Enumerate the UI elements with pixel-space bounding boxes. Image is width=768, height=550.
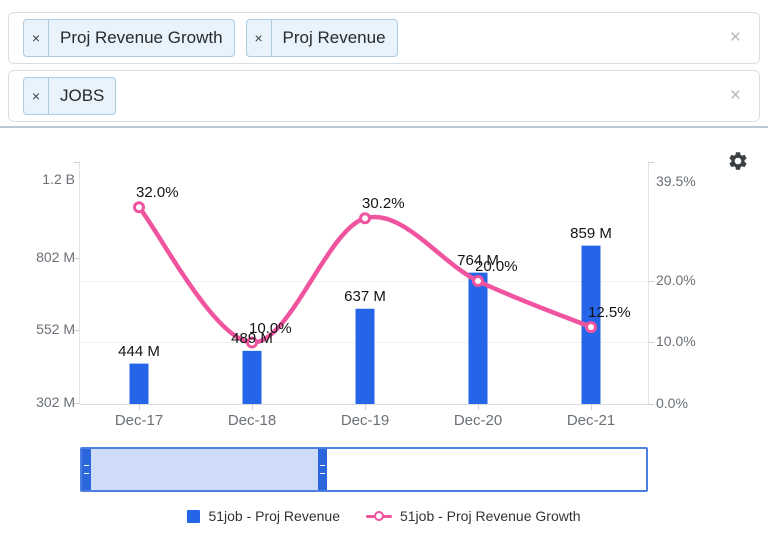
divider: [0, 126, 768, 128]
left-axis-tick-label: 552 M: [36, 321, 75, 337]
legend-item-revenue[interactable]: 51job - Proj Revenue: [187, 508, 340, 524]
line-marker[interactable]: [472, 275, 484, 287]
remove-metric-icon[interactable]: ×: [24, 20, 49, 56]
legend-item-growth[interactable]: 51job - Proj Revenue Growth: [365, 508, 581, 524]
range-slider-left-handle[interactable]: [82, 449, 91, 490]
right-axis-tick-label: 20.0%: [656, 272, 696, 288]
x-axis-label: Dec-18: [227, 412, 277, 429]
legend: 51job - Proj Revenue 51job - Proj Revenu…: [0, 508, 768, 524]
left-axis-tick-label: 802 M: [36, 249, 75, 265]
plot-canvas: [74, 162, 654, 410]
remove-metric-icon[interactable]: ×: [247, 20, 272, 56]
line-value-label: 10.0%: [249, 319, 292, 337]
x-axis-label: Dec-21: [566, 412, 616, 429]
bar-series-swatch: [187, 509, 201, 523]
line-value-label: 20.0%: [475, 258, 518, 275]
bar[interactable]: [129, 363, 149, 404]
growth-line[interactable]: [136, 204, 594, 345]
remove-ticker-icon[interactable]: ×: [24, 78, 49, 114]
grip-icon: [84, 465, 89, 474]
combo-chart: 1.2 B 802 M 552 M 302 M 39.5% 20.0% 10.0% 0.0% D…: [0, 140, 768, 446]
tickers-input[interactable]: × JOBS ×: [8, 70, 760, 122]
metric-chip-label: Proj Revenue: [282, 28, 386, 47]
x-axis-label: Dec-17: [114, 412, 164, 429]
bar-value-label: 489 M: [231, 329, 273, 347]
line-marker[interactable]: [585, 321, 597, 334]
revenue-bars[interactable]: [129, 245, 601, 404]
clear-tickers-icon[interactable]: ×: [726, 85, 745, 107]
bar[interactable]: [355, 308, 375, 404]
right-axis-tick-label: 0.0%: [656, 395, 688, 411]
bar[interactable]: [242, 350, 262, 404]
x-axis-label: Dec-19: [340, 412, 390, 429]
line-marker[interactable]: [133, 201, 145, 214]
gear-icon: [729, 152, 747, 170]
ticker-chip: × JOBS: [23, 77, 117, 115]
line-marker[interactable]: [246, 336, 258, 349]
ticker-chip-label: JOBS: [60, 86, 105, 105]
metrics-input[interactable]: × Proj Revenue Growth × Proj Revenue ×: [8, 12, 760, 64]
line-value-label: 12.5%: [588, 304, 631, 322]
line-value-label: 32.0%: [136, 184, 179, 202]
clear-metrics-icon[interactable]: ×: [726, 27, 745, 49]
bar-value-label: 859 M: [570, 224, 612, 242]
line-series-swatch: [365, 510, 392, 523]
metric-chip: × Proj Revenue Growth: [23, 19, 235, 57]
grip-icon: [320, 465, 325, 474]
range-slider-right-handle[interactable]: [318, 449, 327, 490]
metric-chip-label: Proj Revenue Growth: [60, 28, 223, 47]
right-axis-tick-label: 39.5%: [656, 173, 696, 189]
x-axis-label: Dec-20: [453, 412, 503, 429]
bar-value-label: 637 M: [344, 287, 386, 305]
line-marker[interactable]: [359, 212, 371, 225]
line-value-label: 30.2%: [362, 195, 405, 213]
legend-label: 51job - Proj Revenue Growth: [399, 508, 581, 524]
legend-label: 51job - Proj Revenue: [208, 508, 340, 524]
range-slider[interactable]: [80, 447, 648, 492]
metric-chip: × Proj Revenue: [245, 19, 398, 57]
range-slider-selection[interactable]: [82, 449, 327, 490]
left-axis-tick-label: 1.2 B: [42, 171, 75, 187]
right-axis-tick-label: 10.0%: [656, 333, 696, 349]
bar[interactable]: [468, 272, 488, 404]
settings-button[interactable]: [726, 150, 750, 174]
bar-value-label: 444 M: [118, 342, 160, 360]
bar-value-label: 764 M: [457, 251, 499, 269]
left-axis-tick-label: 302 M: [36, 394, 75, 410]
